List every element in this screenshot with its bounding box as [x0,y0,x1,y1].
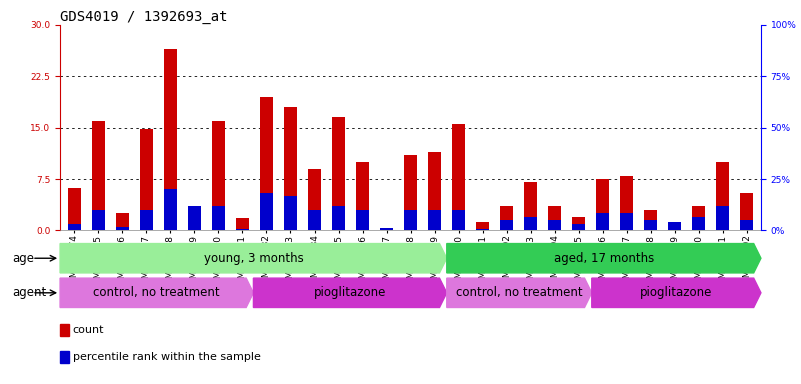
Text: young, 3 months: young, 3 months [203,252,304,265]
Text: age: age [12,252,34,265]
Bar [452,210,465,230]
Bar [524,182,537,230]
Bar [356,210,369,230]
Bar [92,210,105,230]
Bar [428,152,441,230]
Bar [716,207,729,230]
Text: percentile rank within the sample: percentile rank within the sample [73,352,260,362]
Text: control, no treatment: control, no treatment [456,286,582,299]
Bar [140,129,153,230]
Bar [716,162,729,230]
Bar [476,229,489,230]
Bar [212,121,225,230]
Bar [188,207,201,230]
Bar [332,207,345,230]
Bar [620,213,633,230]
Bar [596,179,609,230]
Bar [260,97,273,230]
Bar [68,223,81,230]
Bar [548,207,562,230]
Bar [235,229,249,230]
FancyArrow shape [592,278,761,308]
Bar [260,193,273,230]
Bar [92,121,105,230]
Bar [235,218,249,230]
Bar [212,207,225,230]
Bar [116,213,129,230]
Bar [476,222,489,230]
Bar [356,162,369,230]
FancyArrow shape [60,243,447,273]
Bar [620,175,633,230]
Bar [692,207,705,230]
Text: pioglitazone: pioglitazone [640,286,713,299]
Bar [644,220,657,230]
Bar [284,196,297,230]
Bar [140,210,153,230]
Bar [284,107,297,230]
Bar [404,210,417,230]
Bar [380,228,393,230]
Bar [188,207,201,230]
Bar [644,210,657,230]
Bar [68,188,81,230]
Bar [668,222,681,230]
Bar [308,169,321,230]
Bar [692,217,705,230]
Bar [332,118,345,230]
Bar [740,193,753,230]
Bar [404,155,417,230]
Bar [452,124,465,230]
Bar [428,210,441,230]
Bar [500,220,513,230]
FancyArrow shape [60,278,253,308]
FancyArrow shape [447,243,761,273]
Bar [500,207,513,230]
Bar [308,210,321,230]
Bar [164,49,177,230]
Bar [572,223,586,230]
Bar [380,228,393,230]
Text: aged, 17 months: aged, 17 months [553,252,654,265]
Text: pioglitazone: pioglitazone [314,286,386,299]
Bar [572,217,586,230]
Text: control, no treatment: control, no treatment [94,286,220,299]
FancyArrow shape [253,278,447,308]
Bar [548,220,562,230]
FancyArrow shape [447,278,592,308]
Text: agent: agent [12,286,46,299]
Text: GDS4019 / 1392693_at: GDS4019 / 1392693_at [60,10,227,24]
Bar [596,213,609,230]
Bar [740,220,753,230]
Bar [524,217,537,230]
Bar [116,227,129,230]
Bar [164,189,177,230]
Text: count: count [73,325,104,335]
Bar [668,222,681,230]
